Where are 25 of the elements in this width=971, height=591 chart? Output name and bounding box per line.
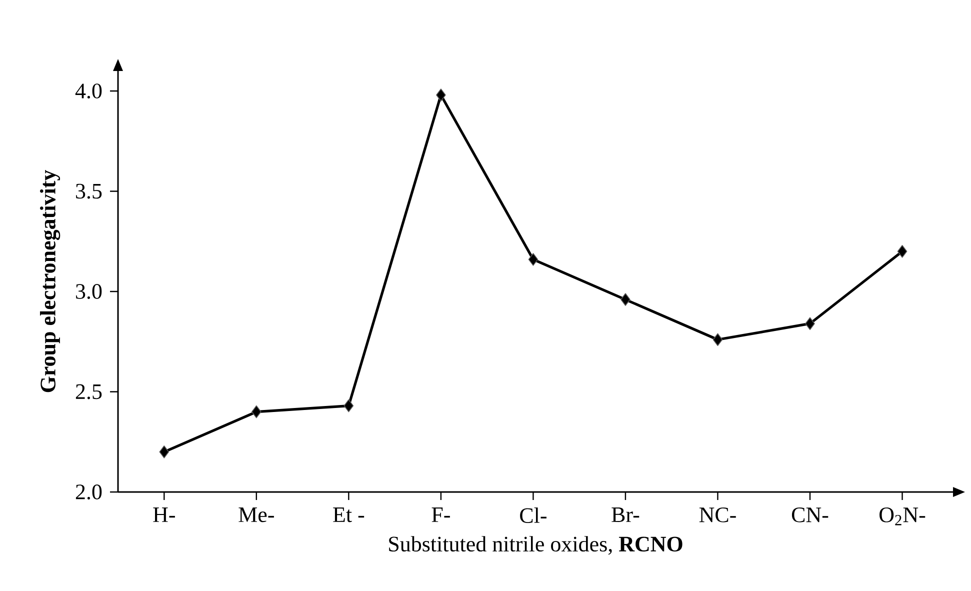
point xyxy=(712,333,723,346)
x-axis-title: Substituted nitrile oxides, RCNO xyxy=(389,536,682,555)
point xyxy=(344,399,354,412)
point xyxy=(252,405,262,418)
x-tick-label: O$_{2}$N- xyxy=(880,508,926,526)
x-tick-label: Et - xyxy=(333,508,364,522)
y-tick-label: 3.0 xyxy=(76,284,102,299)
x-tick-label: Br- xyxy=(612,508,640,522)
point xyxy=(528,253,538,266)
y-axis-title: Group electronegativity xyxy=(40,170,60,392)
x-tick-label: F- xyxy=(432,508,450,522)
point xyxy=(436,88,446,102)
x-tick-label: H- xyxy=(153,508,175,522)
y-tick-label: 4.0 xyxy=(75,84,102,99)
y-tick-label: 3.5 xyxy=(76,184,102,199)
x-tick-label: Me- xyxy=(238,508,274,522)
x-tick-label: Cl- xyxy=(520,508,546,524)
point xyxy=(805,317,815,330)
y-tick-label: 2.0 xyxy=(76,484,102,500)
x-tick-label: NC- xyxy=(699,508,736,522)
y-tick-label: 2.5 xyxy=(76,384,102,400)
point xyxy=(620,293,630,306)
point xyxy=(897,245,908,258)
point xyxy=(159,445,170,458)
x-tick-label: CN- xyxy=(792,508,828,522)
